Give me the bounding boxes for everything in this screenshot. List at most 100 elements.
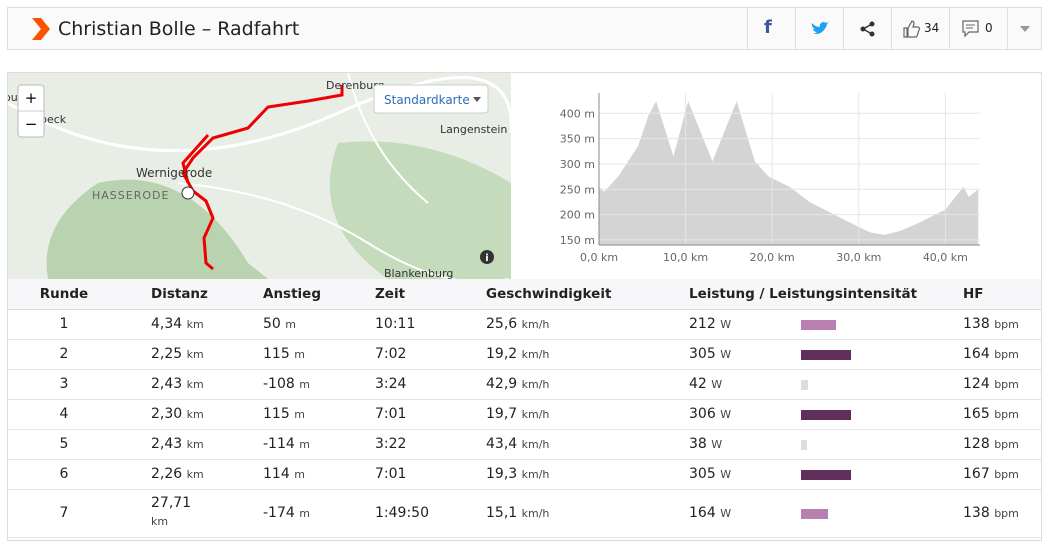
unit: km (186, 318, 204, 331)
power: 212 (689, 316, 716, 332)
distance: 27,71 (151, 495, 192, 511)
power-intensity-bar (801, 380, 808, 390)
row-divider (8, 339, 1041, 340)
unit: m (299, 507, 310, 520)
zoom-out[interactable]: − (25, 115, 38, 133)
y-tick-label: 150 m (560, 234, 595, 247)
time-cell: 10:11 (375, 316, 415, 332)
unit: m (294, 348, 305, 361)
lap-number: 1 (59, 316, 69, 332)
speed: 25,6 (486, 316, 518, 332)
unit: W (711, 438, 723, 451)
power: 38 (689, 436, 707, 452)
ascent-cell: 114 m (263, 466, 305, 482)
time: 7:01 (375, 466, 407, 482)
speed: 43,4 (486, 436, 518, 452)
ascent: -114 (263, 436, 295, 452)
distance-cell: 2,30 km (151, 406, 204, 422)
ascent: 115 (263, 406, 290, 422)
power: 305 (689, 466, 716, 482)
lap-number: 7 (59, 505, 69, 521)
speed: 19,2 (486, 346, 518, 362)
unit: bpm (994, 348, 1019, 361)
map-type-button[interactable] (373, 84, 489, 114)
distance: 2,43 (151, 376, 183, 392)
unit: m (299, 378, 310, 391)
hf: 128 (963, 436, 990, 452)
unit: km/h (521, 408, 550, 421)
facebook-button[interactable]: f (747, 8, 795, 49)
speed: 42,9 (486, 376, 518, 392)
map-label: Blankenburg (384, 267, 453, 279)
x-tick-label: 40,0 km (923, 251, 968, 264)
hf-cell: 167 bpm (963, 466, 1019, 482)
row-divider (8, 369, 1041, 370)
row-divider (8, 459, 1041, 460)
twitter-button[interactable] (795, 8, 843, 49)
time-cell: 3:24 (375, 376, 406, 392)
time: 1:49:50 (375, 505, 429, 521)
speed-cell: 15,1 km/h (486, 505, 549, 521)
zoom-in[interactable]: + (25, 89, 38, 107)
unit: bpm (994, 378, 1019, 391)
unit: km/h (521, 438, 550, 451)
power-intensity-bar (801, 509, 828, 519)
comment-button[interactable]: 0 (949, 8, 1007, 49)
time: 7:01 (375, 406, 407, 422)
unit: W (720, 507, 732, 520)
speed-cell: 19,7 km/h (486, 406, 549, 422)
share-button[interactable] (843, 8, 891, 49)
unit: W (720, 318, 732, 331)
power-cell: 212 W (689, 316, 731, 332)
distance-cell: 2,25 km (151, 346, 204, 362)
ascent: -108 (263, 376, 295, 392)
unit: m (294, 408, 305, 421)
unit: m (294, 468, 305, 481)
speed-cell: 25,6 km/h (486, 316, 549, 332)
speed: 15,1 (486, 505, 518, 521)
speed: 19,3 (486, 466, 518, 482)
elevation-area (599, 101, 979, 246)
hf-cell: 164 bpm (963, 346, 1019, 362)
unit: km (186, 378, 204, 391)
map-label: HASSERODE (92, 189, 169, 202)
x-tick-label: 0,0 km (580, 251, 618, 264)
power-intensity-bar (801, 470, 851, 480)
unit: km (186, 408, 204, 421)
hf-cell: 128 bpm (963, 436, 1019, 452)
lap-number: 2 (59, 346, 69, 362)
x-tick-label: 10,0 km (663, 251, 708, 264)
unit: bpm (994, 318, 1019, 331)
time-cell: 7:01 (375, 466, 406, 482)
row-divider (8, 429, 1041, 430)
map-label: Derenburg (326, 79, 385, 92)
like-button[interactable]: 34 (891, 8, 949, 49)
unit: km (186, 348, 204, 361)
ascent-cell: 115 m (263, 346, 305, 362)
y-tick-label: 250 m (560, 183, 595, 196)
ascent: -174 (263, 505, 295, 521)
hf-cell: 124 bpm (963, 376, 1019, 392)
logo (32, 18, 50, 40)
lap-number: 3 (59, 376, 69, 392)
power-cell: 305 W (689, 466, 731, 482)
ascent: 114 (263, 466, 290, 482)
power-cell: 164 W (689, 505, 731, 521)
column-header: Geschwindigkeit (486, 286, 612, 302)
time: 10:11 (375, 316, 416, 332)
map-label: Wernigerode (136, 166, 212, 180)
distance-cell: 2,43 km (151, 376, 204, 392)
time: 3:24 (375, 376, 407, 392)
comment-count: 0 (985, 21, 993, 35)
column-header: Leistung / Leistungsintensität (689, 286, 918, 302)
hf: 138 (963, 316, 990, 332)
map-type-label: Standardkarte (384, 93, 470, 107)
table-header-bg (8, 279, 1041, 310)
menu-button[interactable] (1007, 8, 1042, 49)
speed-cell: 19,3 km/h (486, 466, 549, 482)
time-cell: 3:22 (375, 436, 406, 452)
hf: 138 (963, 505, 990, 521)
x-tick-label: 20,0 km (750, 251, 795, 264)
y-tick-label: 300 m (560, 158, 595, 171)
lap-number: 6 (59, 466, 69, 482)
